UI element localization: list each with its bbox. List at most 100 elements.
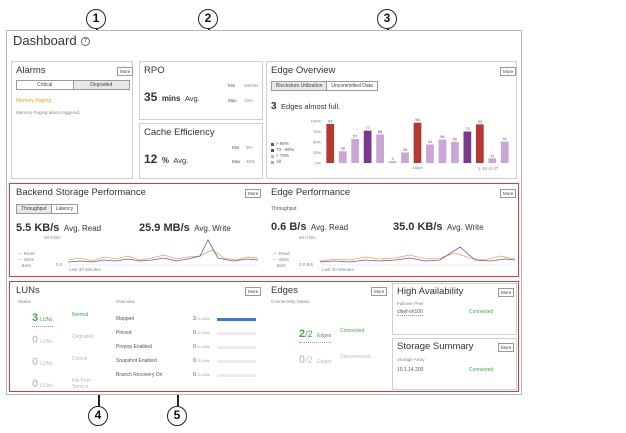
edges-disconnected-unit: Edges: [317, 359, 332, 365]
legend-swatch: [271, 160, 274, 164]
overview-total: / 3 LUNs: [195, 345, 210, 349]
storage-more-button[interactable]: More: [498, 343, 515, 352]
alarms-panel: [11, 61, 133, 179]
bar[interactable]: [388, 161, 397, 163]
edge-overview-pager[interactable]: 1-15 of 37: [478, 166, 499, 171]
bar[interactable]: [426, 144, 434, 163]
rpo-min-value: 20mins: [244, 83, 259, 88]
bar[interactable]: [475, 124, 484, 163]
legend-item[interactable]: > 90%: [271, 141, 294, 147]
tab-throughput[interactable]: Throughput: [17, 205, 51, 213]
overview-total: / 3 LUNs: [195, 331, 210, 335]
luns-overview-label: Overview: [116, 299, 135, 304]
legend-item[interactable]: 70 - 90%: [271, 147, 294, 153]
lun-status-degraded[interactable]: 0 LUNs: [32, 330, 53, 348]
edge-overview-summary: 3 Edges almost full.: [271, 96, 340, 114]
bar[interactable]: [326, 123, 335, 163]
bar[interactable]: [488, 158, 497, 163]
backend-read-label: Avg. Read: [63, 224, 102, 233]
edge-perf-read-value: 0.6 B/s: [271, 221, 307, 233]
edge-overview-count-text: Edges almost full.: [281, 102, 341, 111]
legend-write: — Write: [273, 257, 290, 262]
bar[interactable]: [463, 131, 472, 164]
cache-value: 12: [144, 152, 158, 166]
overview-value: 0/ 3 LUNs: [193, 330, 209, 336]
bar-label: 93: [328, 118, 333, 123]
edge-perf-read: 0.6 B/s Avg. Read: [271, 217, 348, 235]
legend-swatch: [271, 148, 274, 152]
edges-connected-label: Connected: [340, 328, 365, 334]
ha-status: Connected: [469, 309, 494, 315]
edges-connected[interactable]: 2/2 Edges: [299, 324, 332, 343]
overview-bar-fill: [217, 318, 256, 321]
y-tick-label: 50%: [313, 140, 321, 145]
bar[interactable]: [451, 142, 459, 163]
lun-status-normal[interactable]: 3 LUNs: [32, 308, 53, 327]
rpo-max-label: Max: [228, 98, 237, 103]
help-icon[interactable]: ?: [81, 37, 90, 46]
lun-status-unit: LUNs: [40, 361, 53, 367]
luns-status-label: Status: [18, 299, 31, 304]
edges-disconnected[interactable]: 0/2 Edges: [299, 350, 331, 368]
bar[interactable]: [401, 152, 409, 164]
edge-perf-y-max: 60.0 B/s: [299, 235, 316, 240]
bar[interactable]: [500, 141, 509, 163]
bar[interactable]: [363, 130, 372, 163]
rpo-min-label: Min: [228, 83, 236, 88]
alarms-more-button[interactable]: More: [117, 67, 134, 76]
bar[interactable]: [438, 139, 447, 163]
legend-item[interactable]: < 70%: [271, 153, 294, 159]
bar[interactable]: [338, 151, 347, 163]
legend-item[interactable]: All: [271, 159, 294, 165]
overview-count: 0: [193, 330, 196, 336]
backend-legend: — Read — Write Both: [18, 251, 35, 269]
legend-read: — Read: [273, 251, 290, 256]
lun-status-unit: LUNs: [40, 383, 53, 389]
storage-array-value[interactable]: 10.1.14.200: [397, 367, 424, 373]
edge-perf-line-chart: [320, 246, 515, 266]
tab-blockstore-utilization[interactable]: Blockstore Utilization: [272, 82, 327, 90]
lun-status-ha-peer-service[interactable]: 0 LUNs: [32, 374, 53, 392]
cache-min-label: Min: [232, 145, 240, 150]
overview-total: / 3 LUNs: [195, 359, 210, 363]
edges-title: Edges: [271, 285, 298, 296]
bar-label: 4: [391, 156, 394, 161]
cache-suffix: Avg.: [173, 156, 189, 165]
luns-more-button[interactable]: More: [245, 287, 262, 296]
overview-value: 3/ 3 LUNs: [193, 316, 209, 322]
edge-perf-x-label: Last 30 Minutes: [322, 267, 354, 272]
bar-label: 68: [378, 129, 383, 134]
storage-array-label: Storage Array: [397, 357, 425, 362]
lun-status-label: Normal: [72, 312, 89, 318]
alarm-item-title[interactable]: Memory Paging: [16, 98, 52, 104]
y-tick-label: 25%: [313, 150, 321, 155]
ha-title: High Availability: [397, 286, 464, 297]
bar[interactable]: [376, 134, 384, 163]
lun-status-count: 0: [32, 356, 39, 368]
tab-uncommitted-data[interactable]: Uncommitted Data: [326, 82, 376, 90]
edge-overview-more-button[interactable]: More: [500, 67, 517, 76]
bar[interactable]: [351, 139, 360, 163]
rpo-title: RPO: [144, 65, 165, 76]
tab-critical[interactable]: Critical: [37, 82, 53, 88]
edge-perf-read-line: [320, 252, 515, 262]
backend-more-button[interactable]: More: [245, 189, 262, 198]
bar[interactable]: [413, 122, 422, 163]
callout-4: 4: [88, 406, 108, 426]
ha-more-button[interactable]: More: [498, 288, 515, 297]
legend-swatch: [271, 154, 274, 158]
tab-degraded[interactable]: Degraded: [72, 81, 129, 89]
edge-perf-more-button[interactable]: More: [500, 189, 517, 198]
overview-bar-track: [217, 346, 256, 349]
ha-peer-value[interactable]: chief-sh100: [397, 309, 423, 316]
lun-status-critical[interactable]: 0 LUNs: [32, 352, 53, 370]
bar-label: 44: [428, 139, 433, 144]
callout-2: 2: [198, 9, 218, 29]
overview-total: / 3 LUNs: [195, 317, 210, 321]
tab-latency[interactable]: Latency: [50, 205, 78, 213]
callout-3: 3: [377, 9, 397, 29]
edge-overview-chart: 100% 75% 50% 25% 0% 93 28 57 77 68 4 25 96 44 56 50 75 92…: [311, 117, 509, 170]
edges-more-button[interactable]: More: [371, 287, 388, 296]
legend-label: All: [276, 159, 282, 164]
storage-title: Storage Summary: [397, 341, 474, 352]
